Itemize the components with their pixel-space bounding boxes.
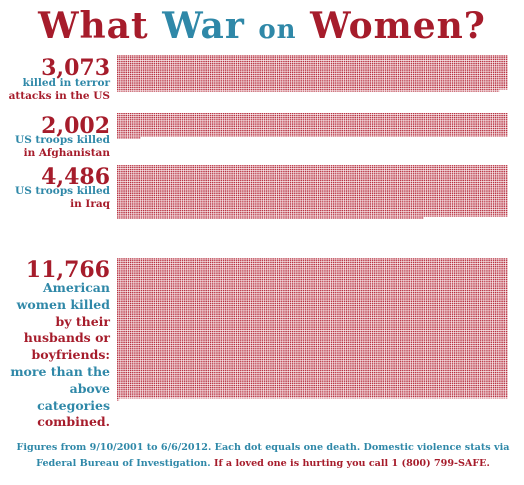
category-label-domestic: American women killed by their husbands … xyxy=(0,280,110,431)
bar-domestic-remainder xyxy=(117,398,120,401)
category-label-line: in Iraq xyxy=(70,198,110,210)
category-label-line: above xyxy=(69,380,110,396)
title-war: War xyxy=(162,5,245,47)
category-label-afghanistan: US troops killed in Afghanistan xyxy=(15,134,110,160)
footer-note: Figures from 9/10/2001 to 6/6/2012. Each… xyxy=(8,440,518,472)
title-what: What xyxy=(38,5,149,47)
footer-text-3: If a loved one is hurting you call 1 (80… xyxy=(213,458,490,469)
category-label-line: categories xyxy=(37,397,110,413)
title-women: Women? xyxy=(310,5,486,47)
bar-afghanistan-remainder xyxy=(117,136,141,139)
value-label-terror: 3,073 xyxy=(41,55,110,81)
title-on: on xyxy=(258,15,297,45)
category-label-line: attacks in the US xyxy=(8,90,110,102)
category-label-line: in Afghanistan xyxy=(23,147,110,159)
category-label-line: boyfriends: xyxy=(31,347,111,363)
bar-afghanistan xyxy=(117,113,508,139)
bar-iraq xyxy=(117,165,508,219)
value-label-domestic: 11,766 xyxy=(25,257,110,283)
category-label-line: combined. xyxy=(37,414,110,430)
category-label-line: women killed xyxy=(16,296,110,312)
bar-terror xyxy=(117,55,508,92)
dot-chart xyxy=(117,55,508,401)
bar-iraq-full-rows xyxy=(117,165,508,217)
footer-text-1: Figures from 9/10/2001 to 6/6/2012. Each… xyxy=(16,442,491,453)
value-label-afghanistan: 2,002 xyxy=(41,113,110,139)
bar-domestic-full-rows xyxy=(117,258,508,399)
category-label-line: US troops killed xyxy=(15,134,110,146)
category-label-line: husbands or xyxy=(23,330,110,346)
category-label-terror: killed in terror attacks in the US xyxy=(9,77,110,103)
category-label-line: American xyxy=(42,280,110,295)
bar-terror-remainder xyxy=(117,89,500,92)
footer-text-2: via Federal Bureau of Investigation. xyxy=(36,442,510,469)
page-title: What War on Women? xyxy=(0,6,524,50)
bar-domestic xyxy=(117,258,508,401)
bar-iraq-remainder xyxy=(117,216,424,219)
value-label-iraq: 4,486 xyxy=(41,164,110,190)
category-label-line: by their xyxy=(55,313,110,329)
bar-afghanistan-full-rows xyxy=(117,113,508,137)
category-label-line: US troops killed xyxy=(15,185,110,197)
category-label-line: more than the xyxy=(10,363,110,379)
bar-terror-full-rows xyxy=(117,55,508,90)
category-label-line: killed in terror xyxy=(22,77,110,89)
category-label-iraq: US troops killed in Iraq xyxy=(15,185,110,211)
